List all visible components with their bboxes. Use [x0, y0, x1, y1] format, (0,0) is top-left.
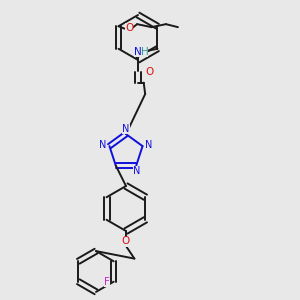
Text: N: N	[134, 47, 142, 57]
Text: O: O	[146, 67, 154, 77]
Text: N: N	[146, 140, 153, 150]
Text: O: O	[125, 23, 134, 33]
Text: F: F	[104, 277, 110, 287]
Text: N: N	[99, 140, 106, 150]
Text: O: O	[122, 236, 130, 247]
Text: N: N	[122, 124, 130, 134]
Text: H: H	[141, 47, 148, 57]
Text: N: N	[133, 166, 140, 176]
